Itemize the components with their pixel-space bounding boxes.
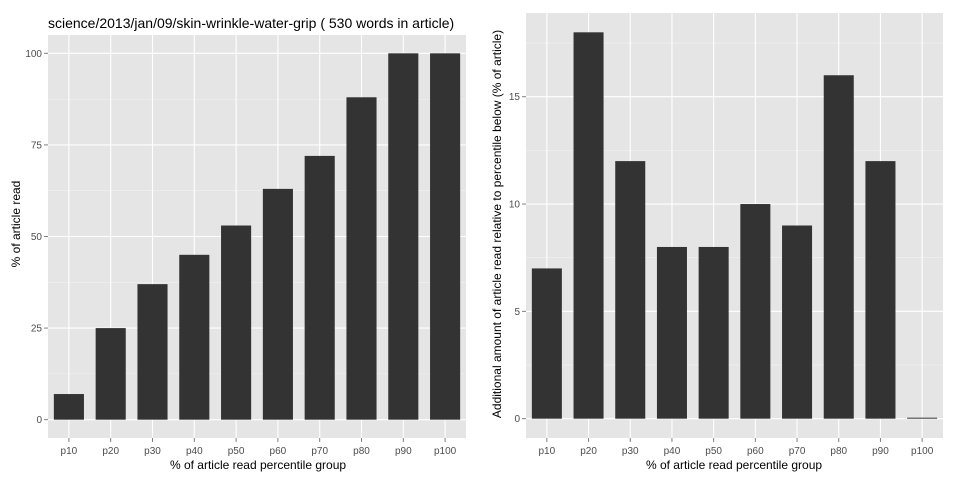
- x-tick-label: p70: [789, 446, 806, 457]
- x-tick-label: p70: [311, 446, 328, 457]
- bar-p10: [53, 394, 84, 420]
- x-axis-title-right: % of article read percentile group: [646, 458, 822, 472]
- y-tick-label: 0: [36, 415, 42, 426]
- y-tick-label: 5: [514, 307, 520, 318]
- bar-p10: [531, 268, 562, 419]
- bar-p20: [95, 328, 126, 420]
- bar-p40: [656, 246, 687, 419]
- bar-p100: [907, 417, 938, 419]
- x-tick-label: p40: [186, 446, 203, 457]
- y-tick-label: 0: [514, 414, 520, 425]
- bar-p80: [346, 97, 377, 420]
- bar-p70: [782, 225, 813, 419]
- x-tick-label: p30: [622, 446, 639, 457]
- bar-p80: [823, 75, 854, 419]
- bar-p60: [740, 204, 771, 419]
- bar-p40: [179, 254, 210, 420]
- x-tick-label: p20: [580, 446, 597, 457]
- x-tick-label: p20: [102, 446, 119, 457]
- y-tick-label: 50: [31, 232, 43, 243]
- y-axis-title-left: % of article read: [9, 181, 23, 268]
- bar-p90: [865, 161, 896, 419]
- y-tick-label: 10: [509, 200, 521, 211]
- y-tick-label: 75: [31, 140, 43, 151]
- x-tick-label: p50: [705, 446, 722, 457]
- bar-p70: [304, 155, 335, 420]
- x-tick-label: p80: [830, 446, 847, 457]
- x-tick-label: p40: [664, 446, 681, 457]
- chart-title: science/2013/jan/09/skin-wrinkle-water-g…: [48, 15, 454, 31]
- x-tick-label: p90: [872, 446, 889, 457]
- y-tick-label: 25: [31, 324, 43, 335]
- x-tick-label: p60: [270, 446, 287, 457]
- bar-p60: [262, 188, 293, 420]
- y-axis-title-right: Additional amount of article read relati…: [490, 30, 504, 418]
- x-tick-label: p100: [911, 446, 934, 457]
- x-tick-label: p10: [539, 446, 556, 457]
- chart-panel-2: 0 5 10 15 p10 p20 p30 p40 p50 p60 p70 p80 p90 p100: [509, 13, 943, 457]
- x-axis-title-left: % of article read percentile group: [170, 458, 346, 472]
- x-tick-label: p60: [747, 446, 764, 457]
- x-tick-label: p80: [353, 446, 370, 457]
- chart-panel-1: 0 25 50 75 100 p10 p20 p30 p40 p50 p60 p70 p80 p90 p10…: [25, 35, 466, 457]
- x-tick-label: p10: [61, 446, 78, 457]
- y-tick-label: 100: [25, 49, 42, 60]
- x-tick-label: p90: [395, 446, 412, 457]
- bar-p30: [615, 161, 646, 419]
- bar-p100: [430, 53, 461, 420]
- bar-p50: [221, 225, 252, 420]
- bar-p90: [388, 53, 419, 420]
- bar-p20: [573, 32, 604, 419]
- x-tick-label: p50: [228, 446, 245, 457]
- bar-p50: [698, 246, 729, 419]
- bar-p30: [137, 284, 168, 420]
- x-tick-label: p100: [434, 446, 457, 457]
- x-tick-label: p30: [144, 446, 161, 457]
- y-tick-label: 15: [509, 92, 521, 103]
